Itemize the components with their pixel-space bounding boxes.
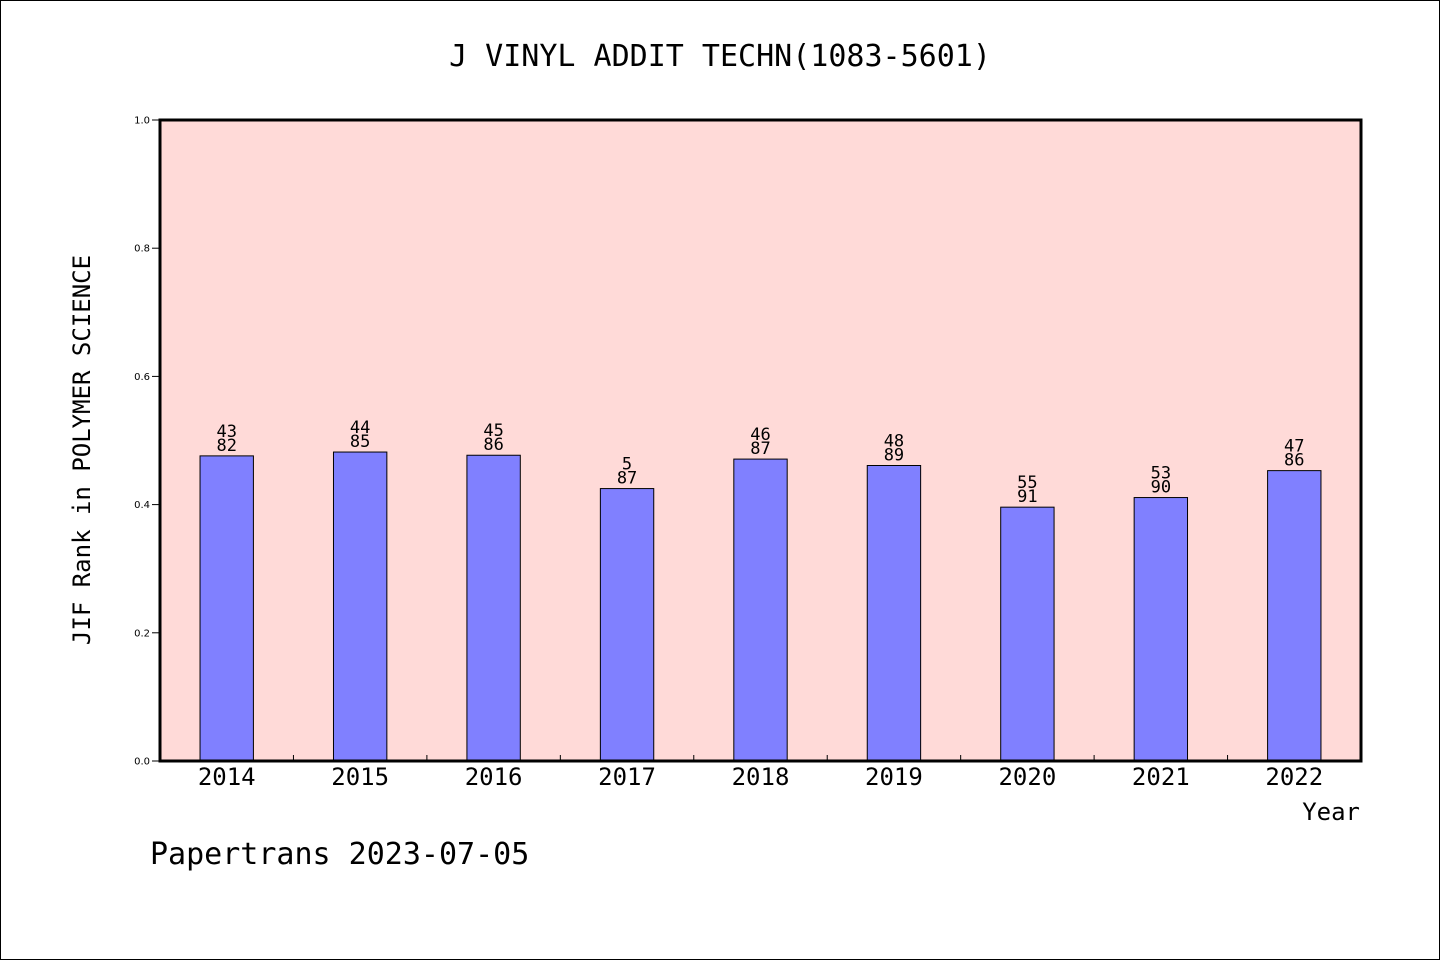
chart-title: J VINYL ADDIT TECHN(1083-5601)	[449, 39, 991, 74]
bar-2020	[1000, 506, 1055, 762]
bar-label-bottom-2019: 89	[884, 445, 904, 465]
bar-label-top-2018: 46	[750, 425, 770, 445]
plot-border	[158, 118, 1363, 763]
bar-2021	[1133, 497, 1189, 762]
bar-2018	[733, 458, 788, 762]
y-tick-label: 1.0	[134, 116, 150, 127]
bar-2015	[332, 451, 388, 762]
bar-label-bottom-2015: 85	[350, 432, 370, 452]
y-tick-label: 0.0	[134, 757, 150, 768]
bar-label-bottom-2018: 87	[750, 439, 770, 459]
bar-label-top-2022: 47	[1284, 437, 1304, 457]
y-tick-label: 0.2	[134, 628, 150, 639]
x-tick-label-2021: 2021	[1132, 763, 1190, 791]
bar-label-top-2014: 43	[216, 422, 236, 442]
y-tick-label: 0.8	[134, 244, 150, 255]
x-axis-label: Year	[1302, 798, 1360, 826]
bar-label-bottom-2017: 87	[617, 469, 637, 489]
x-tick-label-2020: 2020	[998, 763, 1056, 791]
bar-label-top-2021: 53	[1151, 464, 1171, 484]
x-tick-label-2016: 2016	[465, 763, 523, 791]
x-tick-label-2014: 2014	[198, 763, 256, 791]
bar-label-top-2016: 45	[483, 421, 503, 441]
x-tick-label-2017: 2017	[598, 763, 656, 791]
bar-label-top-2020: 55	[1017, 473, 1037, 493]
x-tick-label-2022: 2022	[1265, 763, 1323, 791]
bar-label-bottom-2021: 90	[1151, 478, 1171, 498]
bar-label-top-2017: 5	[622, 455, 632, 475]
bar-label-top-2015: 44	[350, 418, 370, 438]
bar-2016	[466, 454, 521, 762]
x-tick-label-2015: 2015	[331, 763, 389, 791]
x-tick-label-2018: 2018	[732, 763, 790, 791]
bar-2017	[599, 488, 655, 762]
bar-label-top-2019: 48	[884, 431, 904, 451]
footer-text: Papertrans 2023-07-05	[150, 837, 529, 872]
bar-label-bottom-2022: 86	[1284, 451, 1304, 471]
y-tick-label: 0.4	[134, 500, 150, 511]
y-axis-label: JIF Rank in POLYMER SCIENCE	[68, 255, 96, 645]
bar-2014	[199, 455, 254, 762]
bar-label-bottom-2020: 91	[1017, 487, 1037, 507]
bar-label-bottom-2016: 86	[483, 435, 503, 455]
bar-2019	[866, 464, 922, 762]
ticks-group: 2014 2015 2016 2017 2018 2019 2020 2021 2022 0.0 0…	[134, 116, 1323, 792]
bar-2022	[1267, 470, 1322, 762]
y-tick-label: 0.6	[134, 372, 150, 383]
x-tick-label-2019: 2019	[865, 763, 923, 791]
bar-label-bottom-2014: 82	[216, 436, 236, 456]
